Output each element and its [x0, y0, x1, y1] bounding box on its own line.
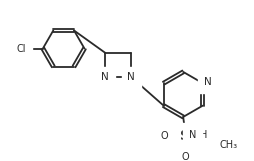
Text: O: O: [180, 152, 188, 161]
Text: O: O: [160, 131, 168, 141]
Text: N: N: [203, 77, 211, 87]
Text: N: N: [188, 130, 195, 140]
Text: CH₃: CH₃: [219, 140, 237, 150]
Text: N: N: [101, 72, 109, 82]
Text: Cl: Cl: [17, 43, 26, 53]
Text: S: S: [179, 129, 189, 143]
Text: N: N: [127, 72, 135, 82]
Text: H: H: [199, 130, 206, 140]
